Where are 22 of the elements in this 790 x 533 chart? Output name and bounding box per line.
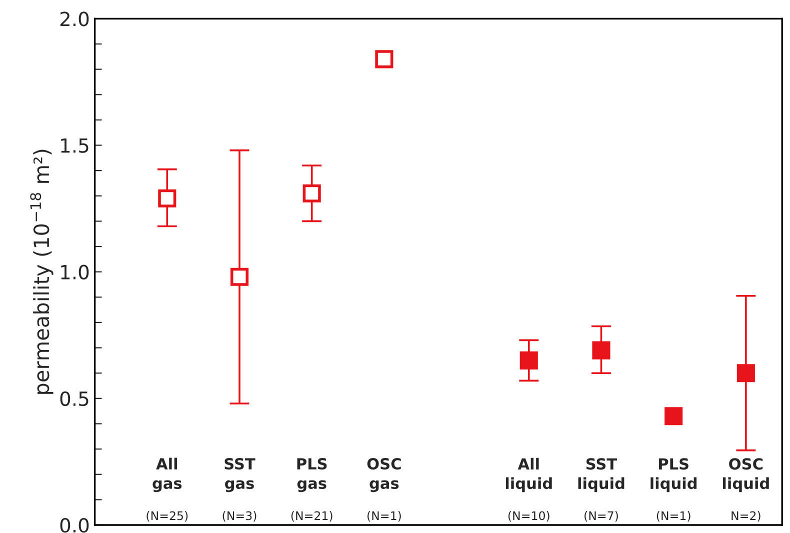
point: [520, 351, 538, 370]
category-label: All gas (N=25): [146, 458, 188, 522]
point: [230, 268, 249, 286]
y-tick-label: 0.5: [60, 391, 88, 406]
category-label: PLS gas (N=21): [291, 458, 332, 522]
y-tick-label: 1.5: [61, 138, 88, 153]
y-axis-title: permeability (10$^{−18}$ m²): [30, 150, 54, 394]
point: [158, 189, 176, 208]
category-label: OSC gas (N=1): [367, 458, 401, 522]
category-label: SST liquid (N=7): [578, 458, 624, 522]
category-label: PLS liquid (N=1): [650, 458, 697, 522]
category-label: OSC liquid N=2): [722, 458, 769, 522]
y-tick-label: 2.0: [60, 12, 89, 26]
point: [592, 341, 610, 360]
point: [302, 184, 321, 202]
y-tick-label: 1.0: [61, 264, 89, 280]
point: [375, 50, 394, 68]
y-tick-label: 0.0: [60, 518, 89, 533]
category-label: SST gas (N=3): [222, 458, 256, 522]
point: [736, 364, 755, 382]
point: [664, 407, 683, 426]
category-label: All liquid (N=10): [506, 458, 552, 522]
